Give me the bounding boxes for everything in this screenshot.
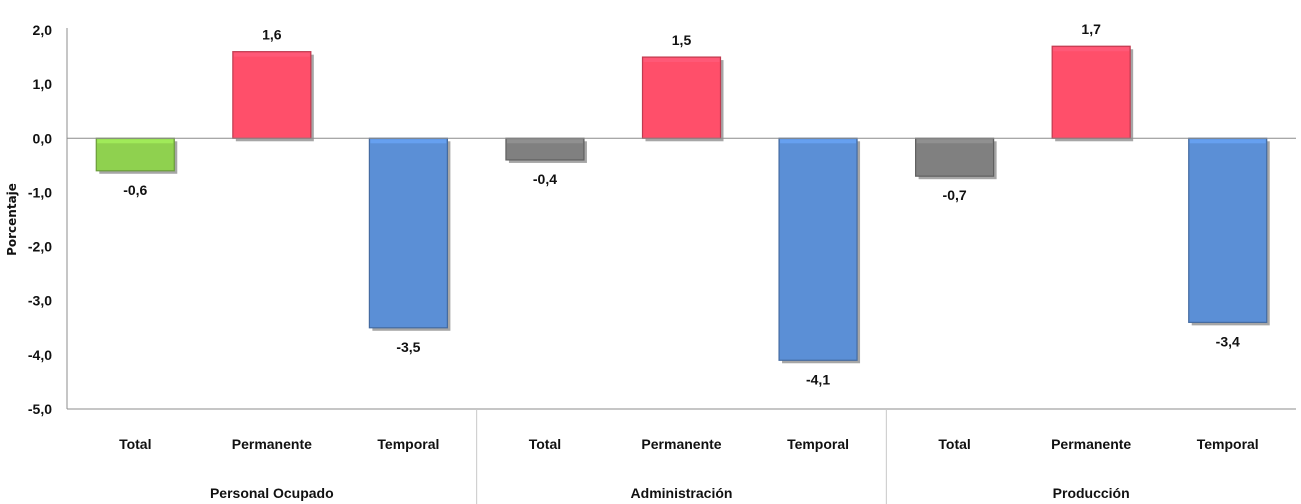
y-tick-label: -3,0 [28,293,52,309]
bar [778,137,858,361]
bar [95,137,175,172]
y-tick-label: -4,0 [28,347,52,363]
category-label: Total [529,436,561,452]
bar-highlight [506,139,583,144]
data-label: -4,1 [806,371,830,387]
group-label: Personal Ocupado [210,485,334,501]
y-tick-label: 0,0 [33,130,53,146]
y-axis-ticks: 2,0 1,0 0,0 -1,0 -2,0 -3,0 -4,0 -5,0 [28,22,52,417]
bar-highlight [97,139,174,144]
bar [1051,45,1131,139]
axes [66,28,1296,504]
data-label: -0,6 [123,182,147,198]
data-label: 1,7 [1081,21,1101,37]
bar-highlight [1053,47,1130,52]
category-label: Total [119,436,151,452]
category-label: Permanente [1051,436,1131,452]
bar-highlight [370,139,447,144]
data-label: -0,7 [943,187,967,203]
bar [1188,137,1268,323]
category-label: Temporal [1197,436,1259,452]
category-label: Permanente [641,436,721,452]
y-tick-label: 1,0 [33,76,53,92]
y-tick-label: -5,0 [28,401,52,417]
bar-highlight [916,139,993,144]
bar-highlight [233,52,310,57]
data-label: 1,6 [262,27,282,43]
data-label: -3,5 [396,339,420,355]
category-label: Permanente [232,436,312,452]
category-labels: Total Permanente Temporal Personal Ocupado T… [119,436,1259,501]
data-label: 1,5 [672,32,692,48]
bar-highlight [1189,139,1266,144]
bar [232,51,312,139]
bars: -0,6 1,6 -3,5 -0,4 1,5 -4,1 -0,7 1,7 -3,4 [95,21,1270,387]
data-label: -3,4 [1216,333,1240,349]
y-tick-label: -2,0 [28,239,52,255]
y-axis-label: Porcentaje [5,183,19,256]
bar [915,137,995,177]
y-tick-label: 2,0 [33,22,53,38]
category-label: Total [938,436,970,452]
group-label: Producción [1053,485,1130,501]
group-label: Administración [631,485,733,501]
bar-highlight [780,139,857,144]
bar [368,137,448,329]
category-label: Temporal [787,436,849,452]
data-label: -0,4 [533,171,557,187]
bar [641,56,722,139]
y-tick-label: -1,0 [28,184,52,200]
category-label: Temporal [377,436,439,452]
bar-highlight [643,58,720,63]
